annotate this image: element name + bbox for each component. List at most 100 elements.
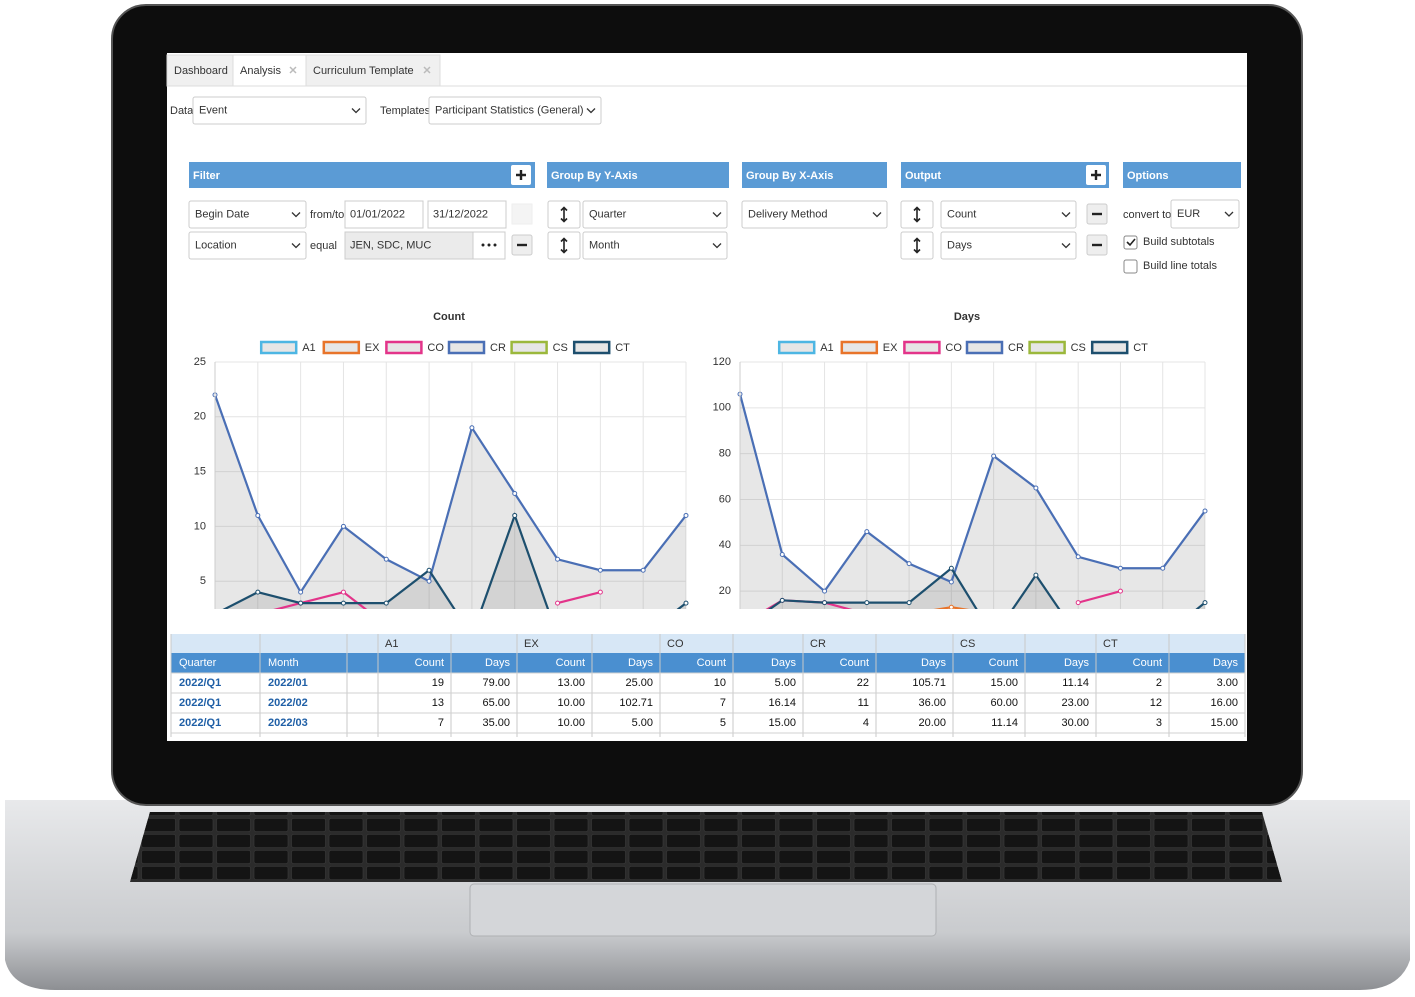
y-tick-label: 25 [194, 356, 206, 368]
legend-label: CR [1008, 342, 1024, 354]
legend-swatch [965, 340, 1004, 355]
point [340, 589, 346, 595]
group-header: CT [1103, 638, 1118, 650]
table-group-header [171, 634, 1245, 653]
cell-value: 10.00 [557, 697, 585, 709]
filter-field-value: Begin Date [195, 208, 249, 220]
tab-label: Dashboard [174, 65, 228, 77]
point [779, 597, 785, 603]
cell-value: 5 [720, 717, 726, 729]
date-input[interactable] [427, 200, 507, 229]
column-header: Count [840, 657, 869, 669]
point [864, 529, 870, 535]
checkbox[interactable] [1123, 235, 1138, 250]
point [1160, 565, 1166, 571]
tab[interactable] [305, 54, 441, 87]
cell-value: 11.14 [991, 717, 1018, 729]
cell-value: 22 [857, 677, 869, 689]
chart-title: Days [954, 311, 980, 323]
icon [481, 243, 485, 247]
group-select[interactable] [582, 200, 728, 229]
column-header: Count [556, 657, 585, 669]
point [383, 556, 389, 562]
group-header: CS [960, 638, 975, 650]
filter-field-value: Location [195, 239, 237, 251]
cell-value: 65.00 [482, 697, 510, 709]
point [426, 578, 432, 584]
series-line [222, 512, 687, 609]
chevron [1061, 243, 1071, 249]
legend-swatch [1028, 340, 1066, 355]
area [769, 568, 1205, 609]
cell-value: 25.00 [625, 677, 653, 689]
column-header: Days [921, 657, 947, 669]
legend-label: CR [490, 342, 506, 354]
column-header: Days [485, 657, 511, 669]
point [255, 589, 261, 595]
legend-swatch [259, 340, 298, 355]
cell-value: 7 [720, 697, 726, 709]
data-select[interactable] [192, 96, 367, 125]
cell-value: 102.71 [619, 697, 653, 709]
group-select-value: Delivery Method [748, 208, 827, 220]
template-select[interactable] [428, 96, 602, 125]
point [298, 600, 304, 606]
panel-title: Group By Y-Axis [551, 170, 638, 182]
legend-swatch [903, 340, 941, 355]
row-label: 2022/Q1 [179, 697, 221, 709]
checkbox[interactable] [1123, 259, 1138, 274]
empty-slot [511, 203, 533, 225]
legend-label: EX [883, 342, 898, 354]
filter-field[interactable] [188, 200, 307, 229]
close-icon [423, 66, 431, 74]
chevron [712, 212, 722, 218]
cell-value: 3.00 [1217, 677, 1238, 689]
output-select[interactable] [940, 200, 1077, 229]
cell-value: 13.00 [557, 677, 585, 689]
point [948, 604, 954, 609]
chevron [872, 212, 882, 218]
point [298, 589, 304, 595]
output-select[interactable] [940, 231, 1077, 260]
checkbox-label: Build line totals [1143, 260, 1217, 272]
group-select[interactable] [741, 200, 888, 229]
area [215, 394, 686, 609]
legend-label: EX [365, 342, 380, 354]
point [1075, 554, 1081, 560]
output-select-value: Days [947, 239, 973, 251]
cell-value: 16.14 [768, 697, 796, 709]
date-input[interactable] [344, 200, 424, 229]
chevron [1061, 212, 1071, 218]
legend-swatch [1090, 340, 1129, 355]
point [255, 512, 261, 518]
cell-value: 10.00 [557, 717, 585, 729]
cell-value: 2 [1156, 677, 1162, 689]
icon [913, 237, 921, 254]
cell-value: 23.00 [1061, 697, 1089, 709]
legend-swatch [777, 340, 816, 355]
cell-value: 12 [1150, 697, 1162, 709]
panel-title: Filter [193, 170, 221, 182]
point [948, 565, 954, 571]
point [340, 523, 346, 529]
group-header: EX [524, 638, 539, 650]
column-header: Count [1133, 657, 1162, 669]
point [1033, 572, 1039, 578]
chevron [351, 108, 361, 114]
chevron [712, 243, 722, 249]
currency-select[interactable] [1170, 199, 1240, 229]
y-tick-label: 100 [713, 402, 731, 414]
filter-field[interactable] [188, 231, 307, 260]
point [906, 561, 912, 567]
row-label: 2022/02 [268, 697, 308, 709]
row-label: 2022/03 [268, 717, 308, 729]
group-select[interactable] [582, 231, 728, 260]
series-line [738, 393, 1206, 593]
cell-value: 10 [714, 677, 726, 689]
column-header: Days [771, 657, 797, 669]
cell-value: 15.00 [1210, 717, 1238, 729]
cell-value: 11 [858, 697, 869, 709]
cell-value: 36.00 [918, 697, 946, 709]
